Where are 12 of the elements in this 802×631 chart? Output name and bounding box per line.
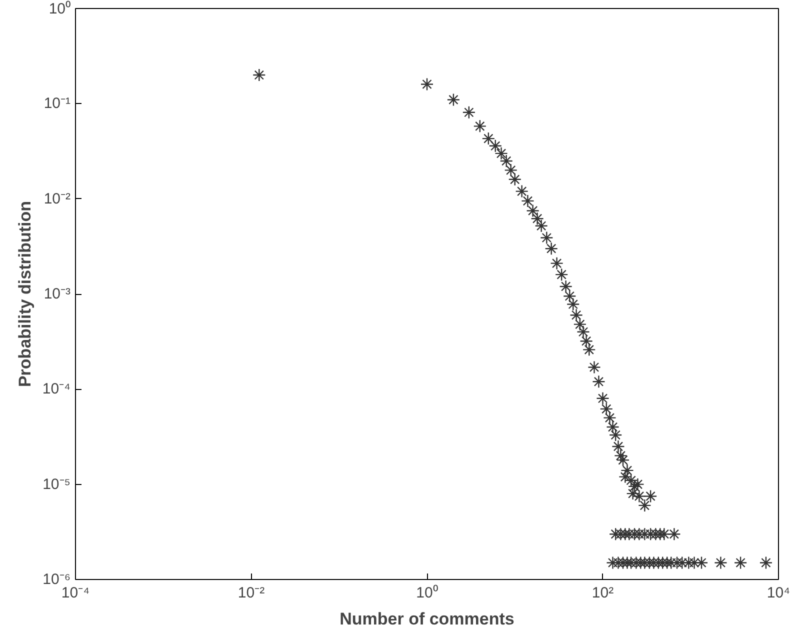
y-tick-label: 10⁻⁴ (42, 380, 71, 398)
y-tick-label: 10⁻⁵ (42, 476, 71, 493)
x-tick-label: 10⁰ (416, 584, 438, 602)
y-axis-title: Probability distribution (15, 200, 34, 388)
y-tick-label: 10⁻² (44, 190, 71, 208)
y-tick-label: 10⁻¹ (44, 95, 71, 112)
x-tick-label: 10⁻² (238, 584, 265, 602)
x-tick-label: 10⁴ (766, 584, 790, 602)
y-tick-label: 10⁰ (48, 0, 71, 18)
x-axis-title: Number of comments (340, 610, 514, 628)
x-tick-label: 10² (592, 584, 614, 602)
y-tick-label: 10⁻³ (44, 286, 71, 302)
